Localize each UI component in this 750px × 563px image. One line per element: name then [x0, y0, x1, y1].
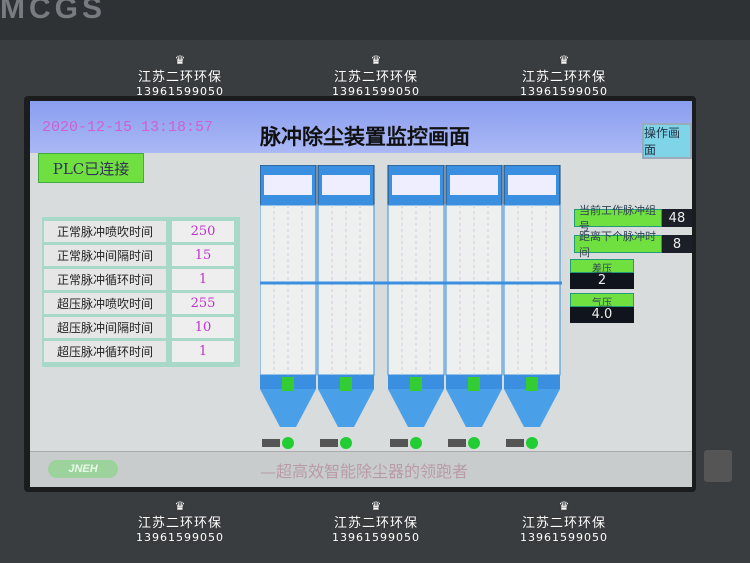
hopper — [446, 389, 502, 427]
discharge-indicator — [410, 437, 422, 449]
crown-icon: ♛ — [174, 53, 186, 67]
gauge-value: 2 — [570, 273, 634, 289]
screw-conveyor — [320, 439, 338, 447]
watermark: ♛ 江苏二环环保 13961599050 — [504, 500, 624, 544]
discharge-indicator — [282, 437, 294, 449]
watermark-phone: 13961599050 — [332, 531, 420, 544]
differential-pressure: 差压 2 — [570, 259, 634, 289]
watermark: ♛ 江苏二环环保 13961599050 — [120, 500, 240, 544]
device-brand: MCGS — [0, 0, 106, 25]
screw-conveyor — [448, 439, 466, 447]
screw-conveyor — [390, 439, 408, 447]
chamber-window — [322, 175, 370, 195]
param-value-input[interactable]: 1 — [172, 269, 234, 290]
footer: JNEH —超高效智能除尘器的领跑者 — [30, 451, 692, 487]
slogan: —超高效智能除尘器的领跑者 — [260, 462, 469, 481]
param-value-input[interactable]: 15 — [172, 245, 234, 266]
param-label: 超压脉冲喷吹时间 — [44, 293, 166, 314]
hopper — [260, 389, 316, 427]
param-value-input[interactable]: 10 — [172, 317, 234, 338]
hopper — [388, 389, 444, 427]
param-label: 正常脉冲循环时间 — [44, 269, 166, 290]
param-value-input[interactable]: 255 — [172, 293, 234, 314]
param-row: 超压脉冲循环时间 1 — [44, 341, 238, 362]
watermark: ♛ 江苏二环环保 13961599050 — [504, 54, 624, 98]
watermark-name: 江苏二环环保 — [333, 70, 418, 85]
chamber-window — [508, 175, 556, 195]
hopper — [318, 389, 374, 427]
current-pulse-group: 当前工作脉冲组号 48 — [574, 204, 692, 233]
device-bezel: MCGS — [0, 0, 750, 40]
title-bar: 2020-12-15 13:18:57 脉冲除尘装置监控画面 — [30, 101, 692, 153]
watermark-phone: 13961599050 — [136, 531, 224, 544]
air-pressure: 气压 4.0 — [570, 293, 634, 323]
dust-collector-diagram — [260, 165, 562, 449]
gauge-label: 气压 — [570, 293, 634, 309]
param-row: 正常脉冲间隔时间 15 — [44, 245, 238, 266]
discharge-indicator — [468, 437, 480, 449]
bezel-button — [704, 450, 732, 482]
watermark-name: 江苏二环环保 — [333, 516, 418, 531]
param-label: 正常脉冲喷吹时间 — [44, 221, 166, 242]
crown-icon: ♛ — [370, 53, 382, 67]
company-logo: JNEH — [48, 460, 118, 478]
crown-icon: ♛ — [370, 499, 382, 513]
watermark-phone: 13961599050 — [136, 85, 224, 98]
discharge-indicator — [340, 437, 352, 449]
watermark-phone: 13961599050 — [520, 85, 608, 98]
watermark-phone: 13961599050 — [332, 85, 420, 98]
watermark-name: 江苏二环环保 — [137, 70, 222, 85]
operation-screen-button[interactable]: 操作画面 — [642, 123, 692, 159]
page-title: 脉冲除尘装置监控画面 — [260, 124, 470, 149]
watermark: ♛ 江苏二环环保 13961599050 — [316, 500, 436, 544]
chamber-window — [264, 175, 312, 195]
watermark-phone: 13961599050 — [520, 531, 608, 544]
parameter-panel: 正常脉冲喷吹时间 250 正常脉冲间隔时间 15 正常脉冲循环时间 1 超压脉冲喷吹时间 25… — [42, 217, 240, 367]
status-value: 8 — [661, 235, 692, 253]
param-label: 正常脉冲间隔时间 — [44, 245, 166, 266]
status-label: 当前工作脉冲组号 — [574, 204, 662, 233]
valve-indicator — [468, 377, 480, 391]
watermark-name: 江苏二环环保 — [521, 516, 606, 531]
plc-status-badge: PLC已连接 — [38, 153, 144, 183]
chamber-window — [450, 175, 498, 195]
watermark-name: 江苏二环环保 — [521, 70, 606, 85]
valve-indicator — [282, 377, 294, 391]
chamber-window — [392, 175, 440, 195]
watermark: ♛ 江苏二环环保 13961599050 — [120, 54, 240, 98]
status-label: 距离下个脉冲时间 — [574, 230, 662, 259]
screw-conveyor — [262, 439, 280, 447]
hopper — [504, 389, 560, 427]
param-value-input[interactable]: 1 — [172, 341, 234, 362]
param-row: 超压脉冲间隔时间 10 — [44, 317, 238, 338]
crown-icon: ♛ — [558, 499, 570, 513]
crown-icon: ♛ — [558, 53, 570, 67]
next-pulse-time: 距离下个脉冲时间 8 — [574, 230, 692, 259]
param-row: 正常脉冲循环时间 1 — [44, 269, 238, 290]
status-value: 48 — [661, 209, 692, 227]
gauge-label: 差压 — [570, 259, 634, 275]
valve-indicator — [340, 377, 352, 391]
screw-conveyor — [506, 439, 524, 447]
param-row: 正常脉冲喷吹时间 250 — [44, 221, 238, 242]
hmi-screen: 2020-12-15 13:18:57 脉冲除尘装置监控画面 操作画面 PLC已… — [30, 101, 692, 487]
crown-icon: ♛ — [174, 499, 186, 513]
param-row: 超压脉冲喷吹时间 255 — [44, 293, 238, 314]
watermark: ♛ 江苏二环环保 13961599050 — [316, 54, 436, 98]
param-label: 超压脉冲循环时间 — [44, 341, 166, 362]
gauge-value: 4.0 — [570, 307, 634, 323]
watermark-name: 江苏二环环保 — [137, 516, 222, 531]
valve-indicator — [410, 377, 422, 391]
param-value-input[interactable]: 250 — [172, 221, 234, 242]
valve-indicator — [526, 377, 538, 391]
datetime: 2020-12-15 13:18:57 — [42, 119, 214, 136]
param-label: 超压脉冲间隔时间 — [44, 317, 166, 338]
discharge-indicator — [526, 437, 538, 449]
